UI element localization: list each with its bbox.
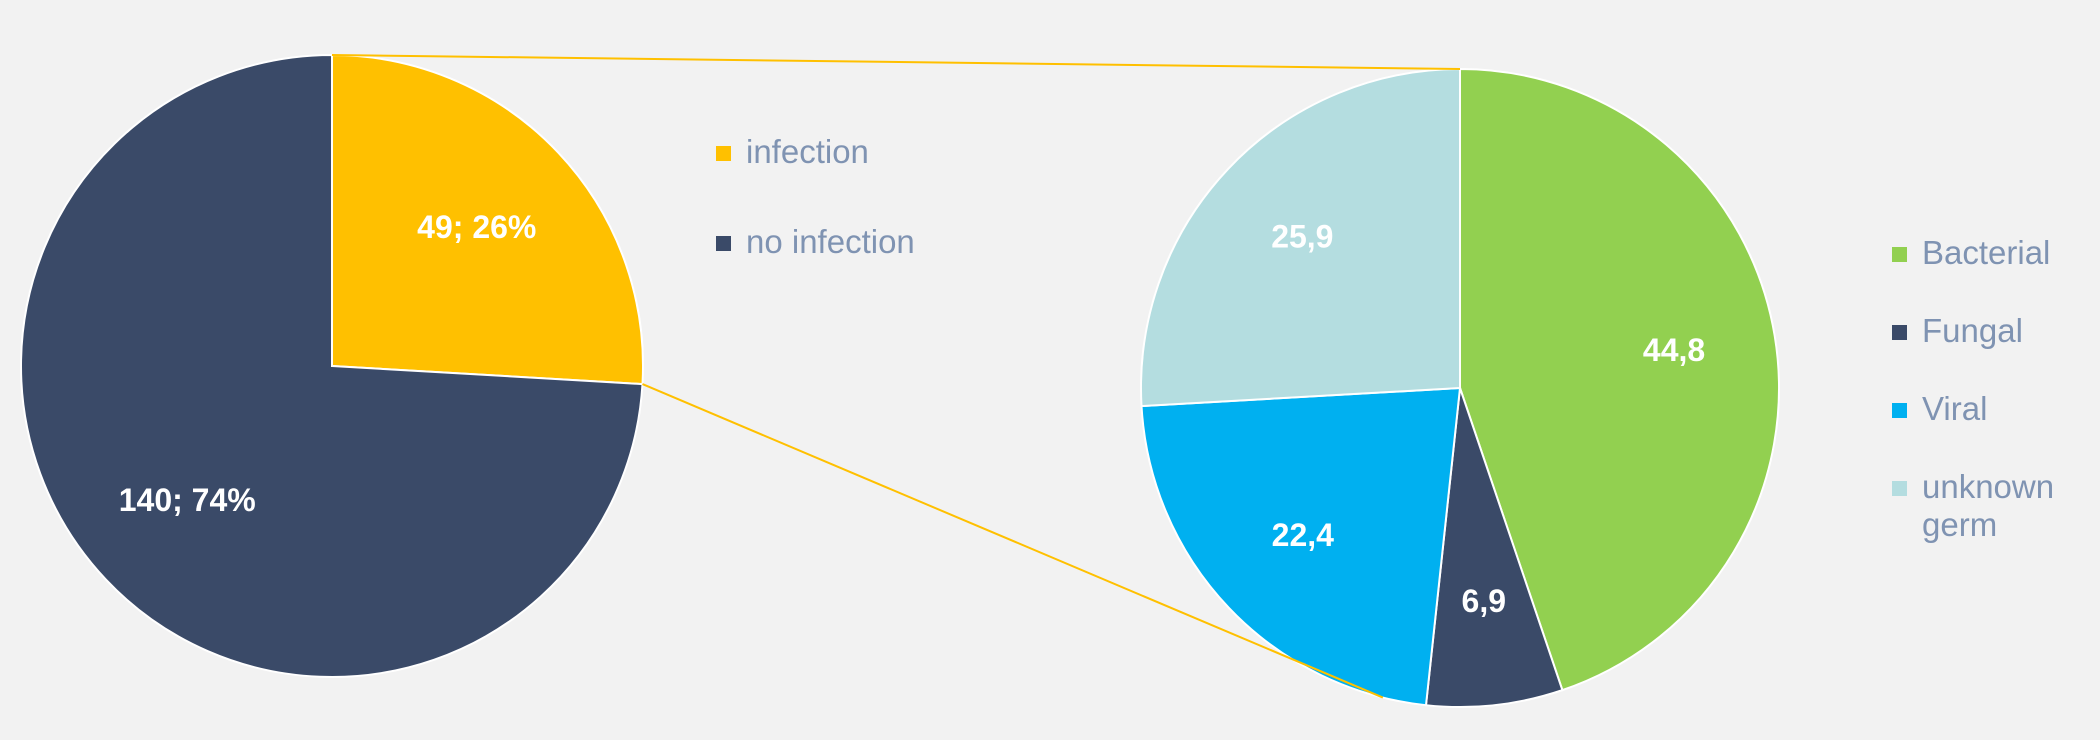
legend-label: Viral	[1922, 390, 1988, 427]
legend-label: infection	[746, 133, 869, 170]
pie-slice	[1459, 67, 1780, 692]
data-label: 44,8	[1643, 332, 1705, 368]
legend-swatch	[1892, 247, 1907, 262]
legend-item: unknown germ	[1892, 468, 2072, 544]
connector-line	[642, 383, 1384, 699]
pie-slice	[331, 53, 644, 386]
pie-slice	[1424, 387, 1564, 708]
legend-item: Bacterial	[1892, 234, 2072, 272]
data-label: 49; 26%	[417, 209, 536, 245]
connector-line	[331, 54, 1461, 70]
legend-swatch	[1892, 481, 1907, 496]
data-label: 25,9	[1271, 218, 1333, 254]
legend-swatch	[716, 236, 731, 251]
legend-item: no infection	[716, 223, 1016, 261]
legend-item: Fungal	[1892, 312, 2072, 350]
legend: infection no infection	[716, 133, 1016, 313]
legend-swatch	[716, 146, 731, 161]
pie-slice	[1140, 386, 1462, 707]
legend-label: Bacterial	[1922, 234, 2051, 271]
legend-label: unknown germ	[1922, 468, 2055, 543]
legend-swatch	[1892, 325, 1907, 340]
legend-item: infection	[716, 133, 1016, 171]
data-label: 22,4	[1272, 517, 1334, 553]
data-label: 6,9	[1462, 583, 1506, 619]
pie-slice	[1140, 67, 1461, 408]
legend-swatch	[1892, 403, 1907, 418]
legend-item: Viral	[1892, 390, 2072, 428]
data-label: 140; 74%	[119, 482, 256, 518]
legend-label: no infection	[746, 223, 915, 260]
legend-label: Fungal	[1922, 312, 2023, 349]
pie-slice	[20, 53, 644, 678]
legend: Bacterial Fungal Viral unknown germ	[1892, 234, 2072, 584]
